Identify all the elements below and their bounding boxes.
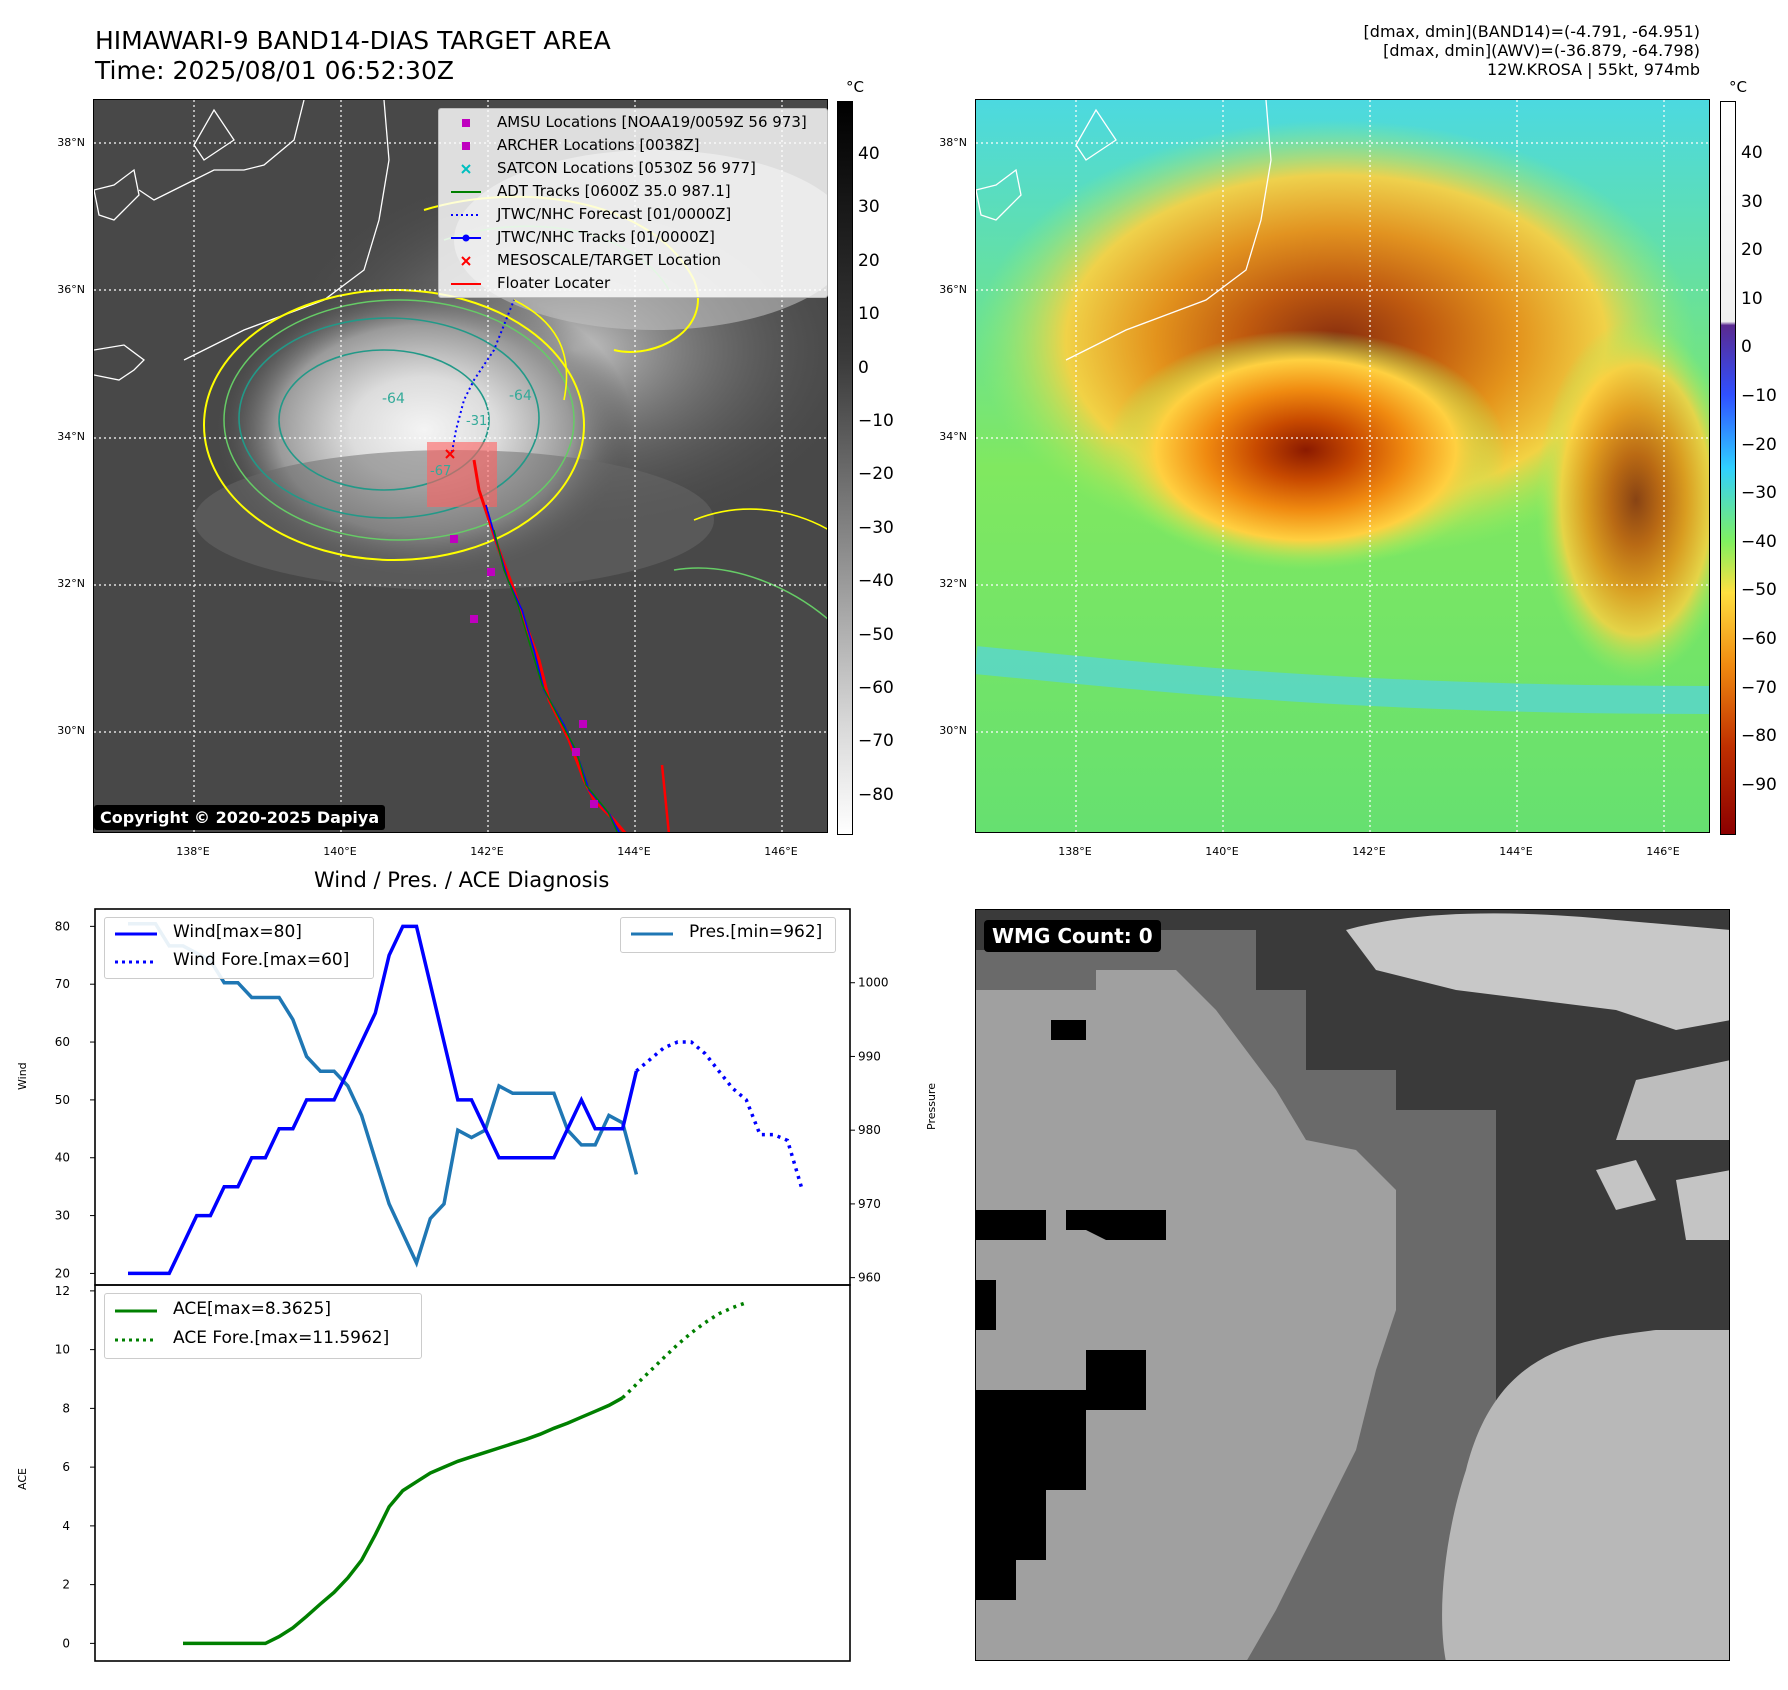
pressure-tick: 970 bbox=[858, 1197, 881, 1211]
lat-label: 34°N bbox=[939, 430, 967, 443]
copyright-badge: Copyright © 2020-2025 Dapiya bbox=[94, 805, 386, 830]
lon-label: 146°E bbox=[1646, 845, 1680, 858]
lat-label: 38°N bbox=[57, 136, 85, 149]
contour-label: -64 bbox=[509, 388, 532, 404]
ace-tick: 12 bbox=[55, 1284, 70, 1298]
colorbar-right-tick: −70 bbox=[1741, 677, 1777, 698]
lat-label: 30°N bbox=[57, 724, 85, 737]
colorbar-right-tick: 30 bbox=[1741, 191, 1763, 212]
info-band14: [dmax, dmin](BAND14)=(-4.791, -64.951) bbox=[1363, 22, 1700, 41]
ace-tick: 8 bbox=[62, 1401, 70, 1415]
lon-label: 146°E bbox=[764, 845, 798, 858]
colorbar-left-tick: −70 bbox=[858, 731, 894, 752]
wind-tick: 30 bbox=[55, 1209, 70, 1223]
wmg-panel bbox=[975, 909, 1730, 1661]
contour-label: -31 bbox=[466, 414, 487, 429]
colorbar-right-tick: −90 bbox=[1741, 774, 1777, 795]
awv-map-panel bbox=[975, 99, 1710, 833]
colorbar-unit-left: °C bbox=[846, 78, 864, 96]
colorbar-right-tick: −60 bbox=[1741, 629, 1777, 649]
colorbar-right-tick: 0 bbox=[1741, 337, 1752, 358]
contour-label: -67 bbox=[430, 464, 451, 479]
lon-label: 142°E bbox=[470, 845, 504, 858]
lat-label: 32°N bbox=[57, 577, 85, 590]
colorbar-left-tick: 10 bbox=[858, 304, 880, 325]
wind-tick: 60 bbox=[55, 1035, 70, 1049]
ace-tick: 4 bbox=[62, 1519, 70, 1533]
wind-tick: 50 bbox=[55, 1093, 70, 1107]
ace-tick: 2 bbox=[62, 1578, 70, 1592]
wind-forecast-line bbox=[635, 1040, 803, 1188]
chart-title: HIMAWARI-9 BAND14-DIAS TARGET AREA bbox=[95, 26, 611, 55]
lon-label: 140°E bbox=[323, 845, 357, 858]
ace-tick: 10 bbox=[55, 1343, 70, 1357]
colorbar-left-tick: 20 bbox=[858, 250, 880, 271]
colorbar-left-tick: 30 bbox=[858, 197, 880, 218]
diagnosis-title: Wind / Pres. / ACE Diagnosis bbox=[314, 868, 610, 892]
colorbar-right bbox=[1720, 101, 1736, 835]
lat-label: 36°N bbox=[939, 283, 967, 296]
colorbar-right-tick: −20 bbox=[1741, 434, 1777, 455]
contour-label: -64 bbox=[382, 391, 405, 407]
chart-time: Time: 2025/08/01 06:52:30Z bbox=[95, 56, 454, 85]
ace-legend: ACE[max=8.3625] ACE Fore.[max=11.5962] bbox=[104, 1293, 422, 1359]
lon-label: 138°E bbox=[1058, 845, 1092, 858]
pressure-tick: 1000 bbox=[858, 976, 889, 990]
lat-label: 32°N bbox=[939, 577, 967, 590]
lon-label: 144°E bbox=[1499, 845, 1533, 858]
lon-label: 140°E bbox=[1205, 845, 1239, 858]
colorbar-left-tick: −80 bbox=[858, 784, 894, 805]
wmg-image bbox=[976, 910, 1729, 1660]
lon-label: 142°E bbox=[1352, 845, 1386, 858]
pressure-tick: 960 bbox=[858, 1271, 881, 1285]
colorbar-right-tick: −40 bbox=[1741, 531, 1777, 552]
info-awv: [dmax, dmin](AWV)=(-36.879, -64.798) bbox=[1383, 41, 1700, 60]
lat-label: 36°N bbox=[57, 283, 85, 296]
colorbar-right-tick: 10 bbox=[1741, 288, 1763, 309]
colorbar-left bbox=[837, 101, 853, 835]
awv-map-image bbox=[976, 100, 1709, 832]
wind-tick: 40 bbox=[55, 1151, 70, 1165]
colorbar-left-tick: −60 bbox=[858, 678, 894, 698]
info-storm: 12W.KROSA | 55kt, 974mb bbox=[1487, 60, 1700, 79]
colorbar-right-tick: −50 bbox=[1741, 580, 1777, 601]
pressure-tick: 990 bbox=[858, 1050, 881, 1064]
lat-label: 34°N bbox=[57, 430, 85, 443]
wind-line bbox=[128, 924, 639, 1276]
lat-label: 30°N bbox=[939, 724, 967, 737]
colorbar-left-tick: −20 bbox=[858, 464, 894, 485]
ace-line bbox=[183, 1396, 624, 1646]
colorbar-right-tick: −30 bbox=[1741, 483, 1777, 504]
wind-tick: 80 bbox=[55, 919, 70, 933]
lon-label: 138°E bbox=[176, 845, 210, 858]
colorbar-right-tick: 40 bbox=[1741, 143, 1763, 163]
map-legend: AMSU Locations [NOAA19/0059Z 56 973] ARC… bbox=[438, 108, 828, 298]
pressure-tick: 980 bbox=[858, 1123, 881, 1137]
colorbar-right-tick: 20 bbox=[1741, 240, 1763, 261]
info-block: [dmax, dmin](BAND14)=(-4.791, -64.951) [… bbox=[1100, 22, 1700, 79]
lat-label: 38°N bbox=[939, 136, 967, 149]
wmg-count-badge: WMG Count: 0 bbox=[984, 920, 1161, 952]
wind-tick: 70 bbox=[55, 977, 70, 991]
colorbar-left-tick: −40 bbox=[858, 571, 894, 592]
pressure-legend: Pres.[min=962] bbox=[620, 917, 836, 953]
wind-tick: 20 bbox=[55, 1266, 70, 1280]
ace-tick: 0 bbox=[62, 1636, 70, 1650]
colorbar-right-tick: −10 bbox=[1741, 386, 1777, 406]
ace-tick: 6 bbox=[62, 1460, 70, 1474]
colorbar-left-tick: −10 bbox=[858, 411, 894, 431]
lon-label: 144°E bbox=[617, 845, 651, 858]
colorbar-left-tick: −50 bbox=[858, 624, 894, 645]
colorbar-unit-right: °C bbox=[1729, 78, 1747, 96]
colorbar-right-tick: −80 bbox=[1741, 726, 1777, 747]
colorbar-left-tick: 0 bbox=[858, 357, 869, 378]
colorbar-left-tick: 40 bbox=[858, 144, 880, 164]
wind-legend: Wind[max=80] Wind Fore.[max=60] bbox=[104, 917, 374, 979]
ace-forecast-line bbox=[621, 1300, 747, 1400]
colorbar-left-tick: −30 bbox=[858, 517, 894, 538]
